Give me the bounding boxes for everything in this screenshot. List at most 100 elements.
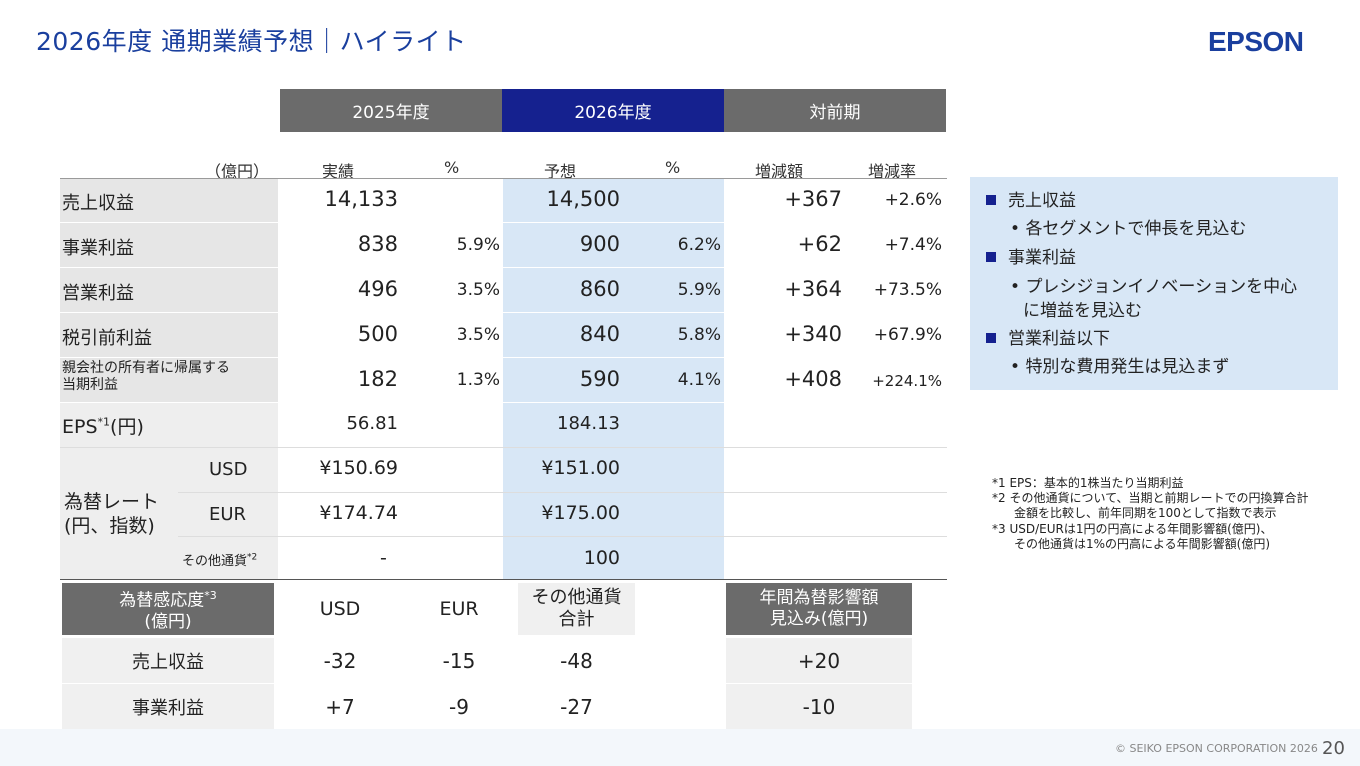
row-divider xyxy=(178,536,947,537)
bp-forecast: 900 xyxy=(579,232,620,256)
fx-usd-label: USD xyxy=(209,459,248,480)
ni-actual: 182 xyxy=(357,367,398,391)
table-top-rule xyxy=(60,178,947,179)
bp-actual: 838 xyxy=(357,232,398,256)
fx-label: 為替レート (円、指数) xyxy=(64,490,159,538)
annual-impact-line2: 見込み(億円) xyxy=(769,609,869,629)
eps-sup: *1 xyxy=(97,415,111,429)
copyright: © SEIKO EPSON CORPORATION 2026 xyxy=(1115,742,1318,755)
footnote-3: *3 USD/EURは1円の円高による年間影響額(億円)、 xyxy=(992,522,1273,536)
annual-impact-header: 年間為替影響額 見込み(億円) xyxy=(726,583,912,635)
sensitivity-header: 為替感応度*3 (億円) xyxy=(62,583,274,635)
sensitivity-other-line2: 合計 xyxy=(558,609,595,630)
highlight-item: • 特別な費用発生は見込まず xyxy=(1010,357,1230,377)
row-divider xyxy=(60,222,947,223)
op-pct1: 3.5% xyxy=(456,280,500,300)
sensitivity-row-label: 事業利益 xyxy=(62,684,274,729)
highlight-item-text: 特別な費用発生は見込まず xyxy=(1025,357,1230,377)
footnote-3-cont: その他通貨は1%の円高による年間影響額(億円) xyxy=(1014,537,1271,551)
pretax-change: +340 xyxy=(784,322,842,346)
footer-bar xyxy=(0,729,1360,766)
annual-impact-line1: 年間為替影響額 xyxy=(759,588,879,608)
label-column-bg-lower xyxy=(60,402,278,580)
highlight-head-text: 営業利益以下 xyxy=(1008,329,1110,349)
header-fy2025: 2025年度 xyxy=(280,89,502,132)
net-income-label-line1: 親会社の所有者に帰属する xyxy=(62,360,230,376)
sensitivity-usd: +7 xyxy=(325,694,355,719)
col-pct2: % xyxy=(665,158,681,177)
footnote-2: *2 その他通貨について、当期と前期レートでの円換算合計 xyxy=(992,491,1309,505)
row-label-eps: EPS*1(円) xyxy=(62,412,144,439)
row-label-business-profit: 事業利益 xyxy=(62,238,134,259)
op-pct2: 5.9% xyxy=(677,280,721,300)
op-forecast: 860 xyxy=(579,277,620,301)
square-bullet-icon xyxy=(986,195,996,205)
op-actual: 496 xyxy=(357,277,398,301)
highlight-item: • プレシジョンイノベーションを中心 xyxy=(1010,277,1298,297)
annual-impact: -10 xyxy=(726,684,912,729)
row-divider xyxy=(178,492,947,493)
row-divider xyxy=(60,447,947,448)
col-change-amount: 増減額 xyxy=(755,162,804,181)
eps-suffix: (円) xyxy=(110,416,144,438)
sensitivity-row-label: 売上収益 xyxy=(62,638,274,683)
pretax-rate: +67.9% xyxy=(873,325,942,345)
fx-label-line2: (円、指数) xyxy=(64,515,155,537)
sensitivity-col-usd: USD xyxy=(319,598,361,620)
fx-eur-actual: ¥174.74 xyxy=(319,502,398,524)
sensitivity-other: -27 xyxy=(560,694,593,719)
page-number: 20 xyxy=(1322,738,1345,759)
op-change: +364 xyxy=(784,277,842,301)
ni-forecast: 590 xyxy=(579,367,620,391)
ni-pct1: 1.3% xyxy=(456,370,500,390)
fx-usd-actual: ¥150.69 xyxy=(319,457,398,479)
footnote-2-cont: 金額を比較し、前年同期を100として指数で表示 xyxy=(1014,506,1277,520)
ni-change: +408 xyxy=(784,367,842,391)
eps-forecast: 184.13 xyxy=(557,413,620,434)
eps-label: EPS xyxy=(62,416,98,438)
fx-other-label-text: その他通貨 xyxy=(182,554,248,569)
pretax-forecast: 840 xyxy=(579,322,620,346)
row-divider xyxy=(60,402,947,403)
forecast-column-bg xyxy=(503,178,724,580)
revenue-rate: +2.6% xyxy=(884,190,942,210)
highlight-item-cont: に増益を見込む xyxy=(1023,301,1142,321)
row-label-operating-profit: 営業利益 xyxy=(62,283,134,304)
sensitivity-sup: *3 xyxy=(204,589,217,603)
fx-label-line1: 為替レート xyxy=(64,491,160,513)
footnote-1: *1 EPS：基本的1株当たり当期利益 xyxy=(992,476,1184,490)
row-label-pretax-profit: 税引前利益 xyxy=(62,328,152,349)
sensitivity-col-eur: EUR xyxy=(439,598,479,620)
row-label-revenue: 売上収益 xyxy=(62,193,134,214)
col-unit: （億円） xyxy=(205,162,270,181)
col-pct1: % xyxy=(444,158,460,177)
header-fy2026: 2026年度 xyxy=(502,89,724,132)
highlight-head-text: 売上収益 xyxy=(1008,191,1076,211)
eps-actual: 56.81 xyxy=(346,413,398,434)
net-income-label-line2: 当期利益 xyxy=(62,377,118,393)
fx-other-forecast: 100 xyxy=(583,547,620,569)
fx-other-actual: - xyxy=(380,547,387,569)
fx-eur-label: EUR xyxy=(209,504,247,525)
highlights-box xyxy=(970,177,1338,390)
row-divider xyxy=(62,683,912,684)
op-rate: +73.5% xyxy=(873,280,942,300)
annual-impact: +20 xyxy=(726,638,912,683)
highlight-head-revenue: 売上収益 xyxy=(986,186,1076,211)
label-column-bg xyxy=(60,178,278,402)
revenue-actual: 14,133 xyxy=(324,187,398,211)
col-forecast: 予想 xyxy=(544,162,577,181)
fx-eur-forecast: ¥175.00 xyxy=(541,502,620,524)
fx-usd-forecast: ¥151.00 xyxy=(541,457,620,479)
fx-other-sup: *2 xyxy=(247,552,258,563)
sensitivity-unit: (億円) xyxy=(144,611,192,632)
highlight-head-business-profit: 事業利益 xyxy=(986,243,1076,268)
header-yoy: 対前期 xyxy=(724,89,946,132)
sensitivity-eur: -9 xyxy=(449,694,469,719)
col-change-rate: 増減率 xyxy=(868,162,917,181)
square-bullet-icon xyxy=(986,252,996,262)
revenue-forecast: 14,500 xyxy=(546,187,620,211)
sensitivity-other: -48 xyxy=(560,648,593,673)
sensitivity-other-line1: その他通貨 xyxy=(531,587,622,608)
highlight-head-text: 事業利益 xyxy=(1008,248,1076,268)
